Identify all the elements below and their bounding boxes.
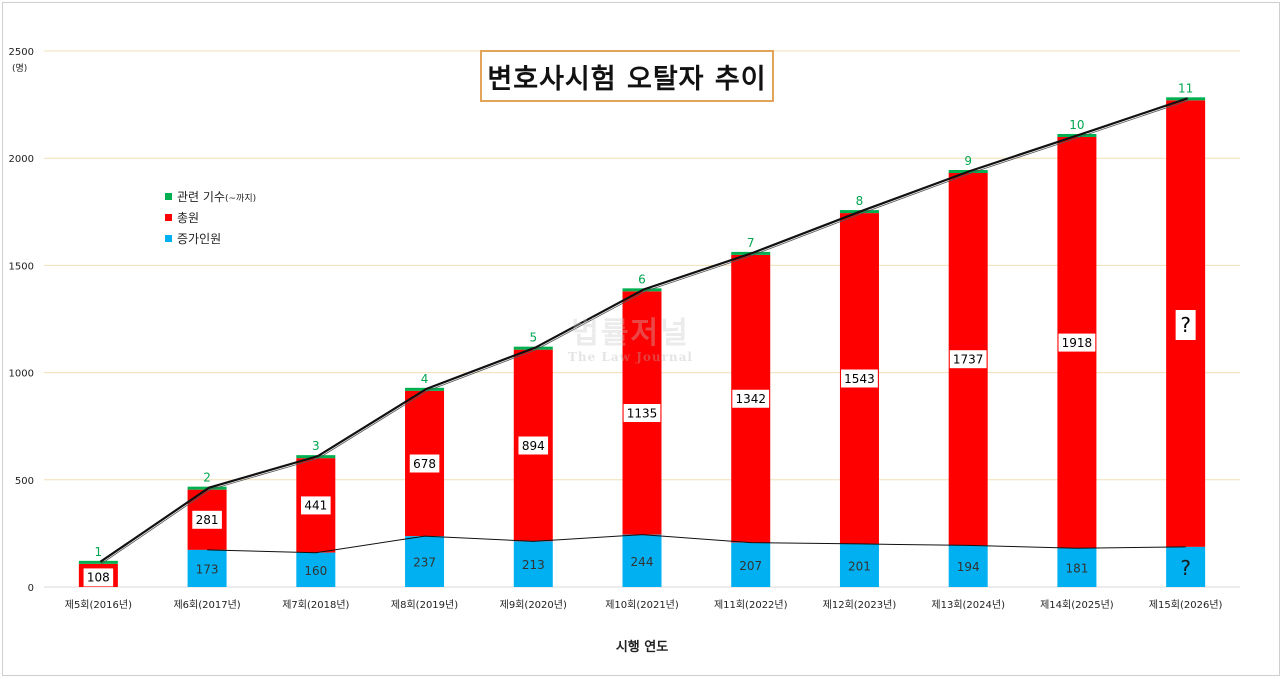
total-label: 1737 [953,353,984,367]
total-label: 1918 [1062,336,1093,350]
total-label-box [1058,333,1096,352]
legend-swatch-green [165,193,172,200]
total-label-box [1175,310,1196,340]
total-label-box [623,404,661,423]
increase-label: 181 [1065,562,1088,576]
bar-increase [948,545,988,587]
bar-increase [731,542,771,587]
x-tick-label: 제7회(2018년) [282,599,349,611]
bar-increase [1166,546,1206,587]
total-label-box [949,350,987,369]
increase-label: 213 [522,558,545,572]
bar-increase [839,543,879,587]
y-tick-label: 500 [15,476,34,487]
chart-title: 변호사시험 오탈자 추이 [480,50,774,102]
x-tick-label: 제6회(2017년) [173,599,240,611]
generation-label: 10 [1069,118,1084,132]
total-label-box [518,436,549,455]
watermark-subtitle: The Law Journal [568,350,693,364]
y-tick-label: 1500 [9,261,34,272]
generation-label: 9 [964,154,972,168]
legend-label-generation: 관련 기수 [177,190,225,204]
bar-increase [187,549,227,587]
increase-label: 201 [848,559,871,573]
x-axis-title: 시행 연도 [615,640,669,655]
generation-label: 4 [421,372,429,386]
generation-label: 5 [529,331,537,345]
gridlines [44,50,1240,588]
legend: 관련 기수(~까지) 총원 증가인원 [165,186,256,249]
data-labels: 1108228117334411604678237589421361135244… [83,81,1196,587]
total-label-box [83,568,114,587]
bar-increase [513,541,553,587]
bar-increase [622,534,662,587]
x-tick-label: 제14회(2025년) [1040,599,1114,611]
y-tick-label: 1000 [9,369,34,380]
total-label: ? [1180,313,1191,337]
legend-item-generation: 관련 기수(~까지) [165,186,256,207]
increase-label: ? [1180,556,1191,580]
total-label: 108 [87,571,110,585]
total-label: 894 [522,439,545,453]
x-tick-label: 제11회(2022년) [714,599,788,611]
generation-label: 7 [747,236,755,250]
total-label-box [301,496,331,515]
x-tick-label: 제9회(2020년) [500,599,567,611]
y-axis-ticks: 0 500 1000 1500 2000 2500 [9,47,34,594]
generation-label: 6 [638,272,646,286]
x-tick-label: 제8회(2019년) [391,599,458,611]
total-label: 1135 [627,406,658,420]
x-tick-label: 제5회(2016년) [65,599,132,611]
increase-label: 194 [957,560,980,574]
trend-lines [99,97,1189,565]
legend-label-total: 총원 [177,211,200,225]
total-label: 1543 [844,372,875,386]
bar-increase [405,536,445,587]
bar-increase [1057,548,1097,587]
legend-label-increase: 증가인원 [177,232,222,246]
total-label-box [409,454,440,473]
generation-label: 8 [856,194,864,208]
total-label: 281 [196,513,219,527]
generation-label: 2 [203,471,211,485]
total-label: 1342 [735,392,766,406]
total-label: 678 [413,457,436,471]
x-tick-label: 제13회(2024년) [931,599,1005,611]
generation-label: 3 [312,439,320,453]
total-label: 441 [304,499,327,513]
increase-label: 173 [196,562,219,576]
increase-label: 237 [413,556,436,570]
x-tick-label: 제10회(2021년) [605,599,679,611]
bar-generation-cap [78,560,118,564]
watermark: 법률저널 The Law Journal [568,308,693,364]
x-axis-ticks: 제5회(2016년) 제6회(2017년) 제7회(2018년) 제8회(2019년)… [65,599,1223,611]
total-trend-shadow [101,99,1189,565]
generation-label: 11 [1178,81,1193,95]
y-tick-label: 2000 [9,154,34,165]
x-tick-label: 제12회(2023년) [823,599,897,611]
y-tick-label: 2500 [9,47,34,58]
y-tick-label: 0 [28,583,34,594]
legend-swatch-red [165,214,172,221]
legend-swatch-blue [165,235,172,242]
increase-trend-line [207,534,1186,554]
total-label-box [732,389,770,408]
increase-label: 207 [739,559,762,573]
increase-label: 244 [631,555,654,569]
total-label-box [841,369,878,388]
y-axis-unit: (명) [12,64,28,74]
bar-increase [296,552,336,587]
watermark-logo-text: 법률저널 [571,316,690,351]
generation-label: 1 [95,545,103,559]
increase-label: 160 [304,564,327,578]
legend-label-suffix: (~까지) [224,194,257,204]
legend-item-increase: 증가인원 [165,228,256,249]
legend-item-total: 총원 [165,207,256,228]
total-label-box [192,510,222,529]
x-tick-label: 제15회(2026년) [1149,599,1223,611]
total-trend-line [99,97,1188,563]
